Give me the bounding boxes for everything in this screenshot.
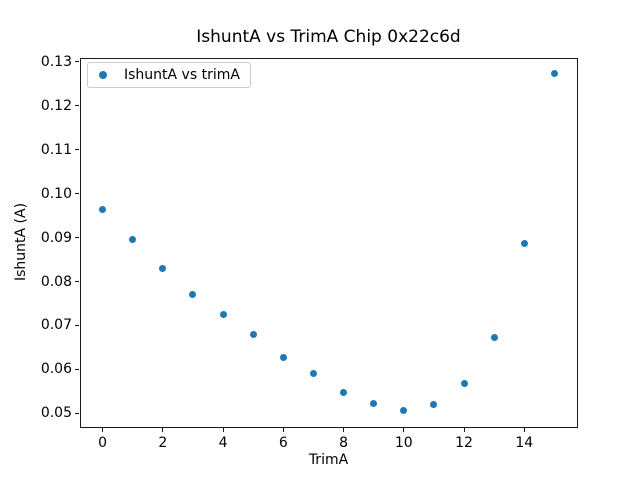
x-tick-mark: [463, 427, 465, 432]
scatter-point: [460, 379, 468, 387]
scatter-point: [340, 389, 348, 397]
x-tick-mark: [282, 427, 284, 432]
y-tick-mark: [75, 324, 79, 326]
x-tick-label: 10: [394, 434, 413, 451]
x-tick-label: 12: [455, 434, 473, 451]
plot-area: [80, 57, 578, 428]
chart-title: IshuntA vs TrimA Chip 0x22c6d: [196, 27, 461, 47]
y-tick-mark: [75, 281, 79, 283]
x-tick-mark: [162, 427, 164, 432]
y-tick-label: 0.08: [40, 273, 72, 290]
y-tick-mark: [75, 193, 79, 195]
scatter-point: [370, 400, 378, 408]
y-tick-label: 0.11: [40, 141, 72, 158]
y-tick-label: 0.07: [40, 317, 72, 334]
scatter-point: [430, 401, 438, 409]
y-tick-mark: [75, 105, 79, 107]
x-tick-label: 4: [218, 434, 228, 451]
x-tick-mark: [222, 427, 224, 432]
scatter-point: [309, 370, 317, 378]
x-tick-mark: [403, 427, 405, 432]
x-tick-mark: [523, 427, 525, 432]
scatter-point: [279, 353, 287, 361]
x-tick-label: 14: [515, 434, 534, 451]
y-tick-mark: [75, 368, 79, 370]
y-tick-mark: [75, 412, 79, 414]
y-tick-label: 0.13: [40, 53, 72, 70]
y-tick-mark: [75, 237, 79, 239]
scatter-point: [219, 310, 227, 318]
y-tick-label: 0.10: [40, 185, 72, 202]
scatter-point: [249, 331, 257, 339]
scatter-point: [159, 264, 167, 272]
y-tick-label: 0.09: [40, 229, 72, 246]
y-tick-mark: [75, 149, 79, 151]
scatter-point: [520, 239, 528, 247]
y-tick-label: 0.05: [40, 405, 72, 422]
y-tick-mark: [75, 61, 79, 63]
scatter-point: [490, 334, 498, 342]
x-tick-label: 6: [278, 434, 288, 451]
x-tick-mark: [343, 427, 345, 432]
scatter-point: [400, 406, 408, 414]
legend: IshuntA vs trimA: [87, 62, 251, 88]
scatter-point: [550, 70, 558, 78]
x-tick-label: 0: [98, 434, 108, 451]
x-tick-label: 2: [158, 434, 168, 451]
legend-label: IshuntA vs trimA: [124, 67, 240, 83]
x-tick-mark: [102, 427, 104, 432]
scatter-marker-icon: [99, 71, 107, 79]
x-tick-label: 8: [339, 434, 348, 451]
scatter-point: [189, 290, 197, 298]
scatter-point: [99, 205, 107, 213]
scatter-point: [129, 235, 137, 243]
x-axis-label: TrimA: [308, 452, 349, 468]
y-tick-label: 0.12: [40, 97, 72, 114]
y-tick-label: 0.06: [40, 361, 72, 378]
